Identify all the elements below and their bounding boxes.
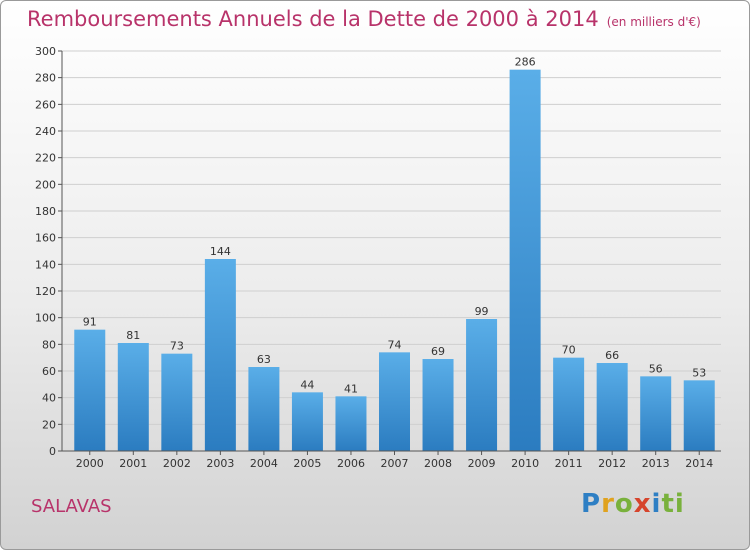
x-tick-label: 2003 — [206, 457, 234, 470]
data-label-2014: 53 — [692, 366, 706, 379]
place-name: SALAVAS — [31, 496, 112, 517]
bar-2000 — [74, 329, 106, 451]
bar-2005 — [291, 392, 323, 451]
data-labels: 91 81 73 144 63 44 41 74 69 99 286 70 66 56 53 — [83, 56, 706, 396]
x-tick-label: 2007 — [381, 457, 409, 470]
bar-2009 — [466, 319, 498, 451]
data-label-2005: 44 — [300, 378, 314, 391]
logo-letter: r — [601, 489, 615, 519]
y-tick-label: 40 — [42, 392, 56, 405]
y-tick-label: 100 — [35, 312, 56, 325]
data-label-2006: 41 — [344, 382, 358, 395]
data-label-2008: 69 — [431, 345, 445, 358]
y-tick-label: 240 — [35, 125, 56, 138]
axes: 0 20 40 60 80 100 120 140 160 180 200 220 240 260 280 3… — [35, 45, 721, 470]
data-label-2001: 81 — [126, 329, 140, 342]
y-tick-label: 280 — [35, 72, 56, 85]
data-label-2011: 70 — [562, 344, 576, 357]
chart-title-text: Remboursements Annuels de la Dette de 20… — [27, 7, 599, 31]
y-tick-label: 140 — [35, 258, 56, 271]
y-tick-label: 300 — [35, 45, 56, 58]
y-tick-label: 200 — [35, 178, 56, 191]
logo-letter: i — [651, 489, 662, 519]
x-tick-label: 2014 — [685, 457, 713, 470]
x-tick-label: 2005 — [293, 457, 321, 470]
bar-2013 — [640, 376, 672, 451]
logo-letter: ti — [661, 489, 685, 519]
bar-2011 — [553, 357, 585, 451]
data-label-2009: 99 — [475, 305, 489, 318]
y-tick-label: 220 — [35, 152, 56, 165]
data-label-2012: 66 — [605, 349, 619, 362]
logo-letter: o — [614, 489, 634, 519]
data-label-2007: 74 — [388, 338, 402, 351]
bar-2012 — [596, 363, 628, 451]
proxiti-logo: Proxiti — [581, 489, 685, 519]
bar-2007 — [379, 352, 410, 451]
x-tick-label: 2000 — [76, 457, 104, 470]
logo-letter: x — [633, 489, 652, 519]
data-label-2002: 73 — [170, 340, 184, 353]
bar-2003 — [204, 259, 236, 451]
x-tick-label: 2001 — [119, 457, 147, 470]
x-tick-label: 2002 — [163, 457, 191, 470]
x-tick-label: 2009 — [468, 457, 496, 470]
bar-2010 — [509, 69, 541, 452]
x-tick-label: 2011 — [555, 457, 583, 470]
x-tick-label: 2004 — [250, 457, 278, 470]
x-tick-label: 2012 — [598, 457, 626, 470]
y-tick-label: 180 — [35, 205, 56, 218]
bar-2004 — [248, 367, 280, 451]
bar-2002 — [161, 353, 193, 451]
bars — [74, 69, 715, 452]
y-tick-label: 60 — [42, 365, 56, 378]
y-tick-label: 120 — [35, 285, 56, 298]
y-tick-label: 260 — [35, 98, 56, 111]
bar-2014 — [683, 380, 715, 451]
logo-letter: P — [581, 489, 602, 519]
data-label-2000: 91 — [83, 316, 97, 329]
data-label-2003: 144 — [210, 245, 231, 258]
y-tick-label: 20 — [42, 418, 56, 431]
bar-2006 — [335, 396, 367, 451]
data-label-2013: 56 — [649, 362, 663, 375]
x-tick-label: 2013 — [642, 457, 670, 470]
x-tick-label: 2008 — [424, 457, 452, 470]
y-tick-label: 0 — [49, 445, 56, 458]
chart-unit: (en milliers d'€) — [606, 15, 701, 29]
data-label-2004: 63 — [257, 353, 271, 366]
y-tick-label: 160 — [35, 232, 56, 245]
x-tick-label: 2010 — [511, 457, 539, 470]
y-tick-label: 80 — [42, 338, 56, 351]
data-label-2010: 286 — [515, 56, 536, 69]
x-tick-label: 2006 — [337, 457, 365, 470]
bar-2001 — [117, 343, 149, 451]
bar-2008 — [422, 359, 454, 451]
chart-title: Remboursements Annuels de la Dette de 20… — [27, 7, 701, 31]
